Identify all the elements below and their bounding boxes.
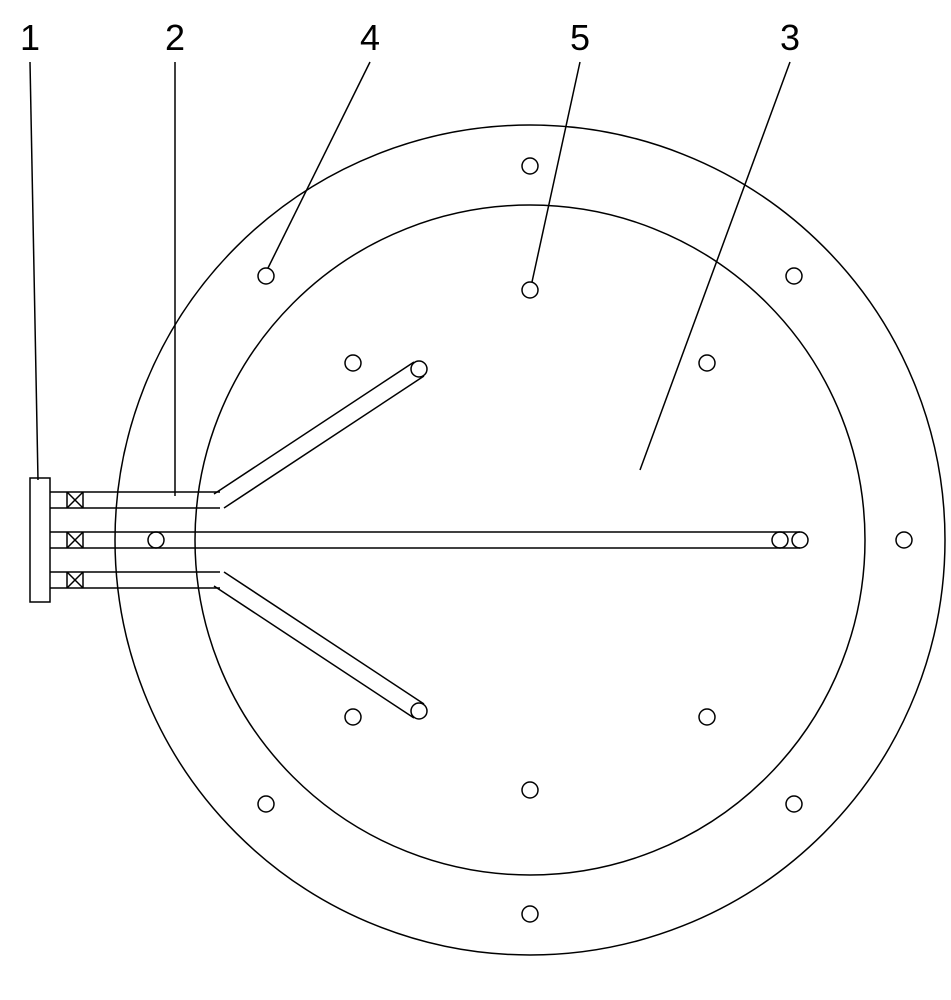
outer-hole — [522, 906, 538, 922]
inner-holes-group — [345, 282, 788, 798]
manifold — [30, 478, 50, 602]
outer-holes-group — [148, 158, 912, 922]
label-1: 1 — [20, 17, 40, 58]
inner-hole — [522, 282, 538, 298]
circles-group — [115, 125, 945, 955]
outer-hole — [258, 268, 274, 284]
inner-circle — [195, 205, 865, 875]
pipe-upper-branch-top — [214, 362, 414, 494]
outer-hole — [148, 532, 164, 548]
inner-hole — [345, 355, 361, 371]
outer-hole — [786, 268, 802, 284]
label-5: 5 — [570, 17, 590, 58]
labels-group: 1 2 3 4 5 — [20, 17, 800, 496]
inner-hole — [699, 709, 715, 725]
inner-hole — [522, 782, 538, 798]
pipe-upper-branch-bottom — [224, 376, 424, 508]
pipe-lower-branch-bottom — [214, 586, 414, 718]
valves-group — [67, 492, 83, 588]
inner-hole — [345, 709, 361, 725]
engineering-diagram: 1 2 3 4 5 — [0, 0, 951, 1000]
leader-5 — [532, 62, 580, 282]
inner-hole — [772, 532, 788, 548]
outer-hole — [258, 796, 274, 812]
pipe-upper-end — [411, 361, 427, 377]
outer-hole — [896, 532, 912, 548]
pipe-lower-branch-top — [224, 572, 424, 704]
inner-hole — [699, 355, 715, 371]
manifold-rect — [30, 478, 50, 602]
label-4: 4 — [360, 17, 380, 58]
label-2: 2 — [165, 17, 185, 58]
pipe-lower-end — [411, 703, 427, 719]
leader-1 — [30, 62, 38, 480]
label-3: 3 — [780, 17, 800, 58]
outer-hole — [522, 158, 538, 174]
outer-circle — [115, 125, 945, 955]
leader-4 — [268, 62, 370, 268]
outer-hole — [786, 796, 802, 812]
pipe-center-end — [792, 532, 808, 548]
leader-3 — [640, 62, 790, 470]
